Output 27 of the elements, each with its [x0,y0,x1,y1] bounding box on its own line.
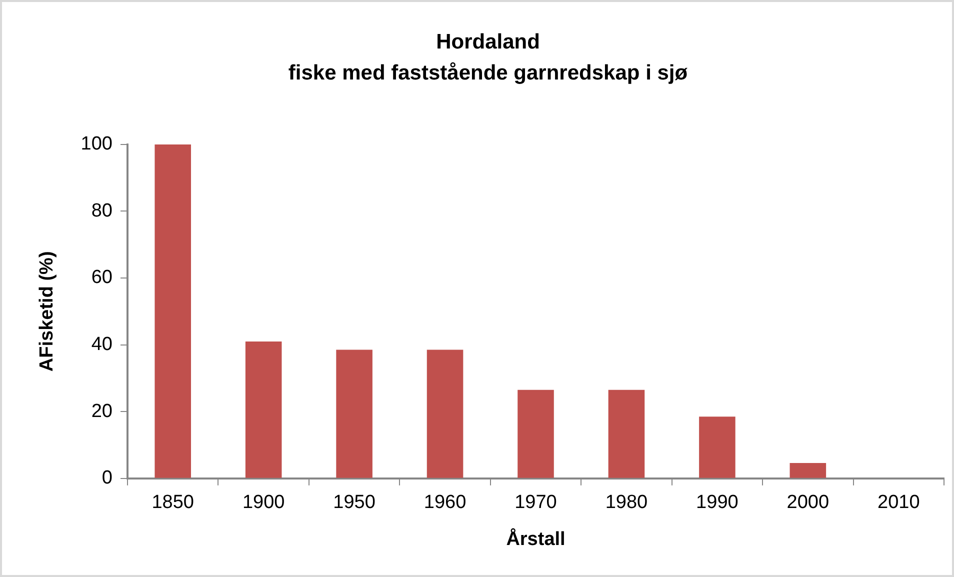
x-tick-label: 2010 [878,492,920,514]
bar [608,390,645,478]
y-axis-title: AFisketid (%) [36,251,58,372]
y-tick-label: 40 [91,334,112,356]
y-tick-label: 100 [80,134,112,155]
x-tick-label: 1850 [152,492,194,514]
x-tick-label: 1900 [242,492,285,514]
bar [699,416,736,478]
x-tick-label: 1990 [696,492,738,514]
y-tick-label: 20 [91,400,112,422]
x-tick-label: 1960 [424,492,466,514]
bar [154,144,192,478]
x-tick-label: 1970 [514,492,557,514]
x-tick-label: 2000 [786,492,830,514]
bar [426,350,464,478]
y-tick-label: 60 [91,267,112,288]
bar [790,463,826,478]
chart-subtitle: fiske med faststående garnredskap i sjø [288,62,688,85]
x-tick-label: 1950 [333,492,376,514]
bar [518,390,554,478]
bar [336,350,372,478]
chart-title: Hordaland [436,30,540,54]
bar [245,341,282,478]
y-tick-label: 0 [102,468,112,489]
y-tick-label: 80 [91,200,112,222]
x-axis-title: Årstall [506,528,566,550]
x-tick-label: 1980 [605,492,648,514]
